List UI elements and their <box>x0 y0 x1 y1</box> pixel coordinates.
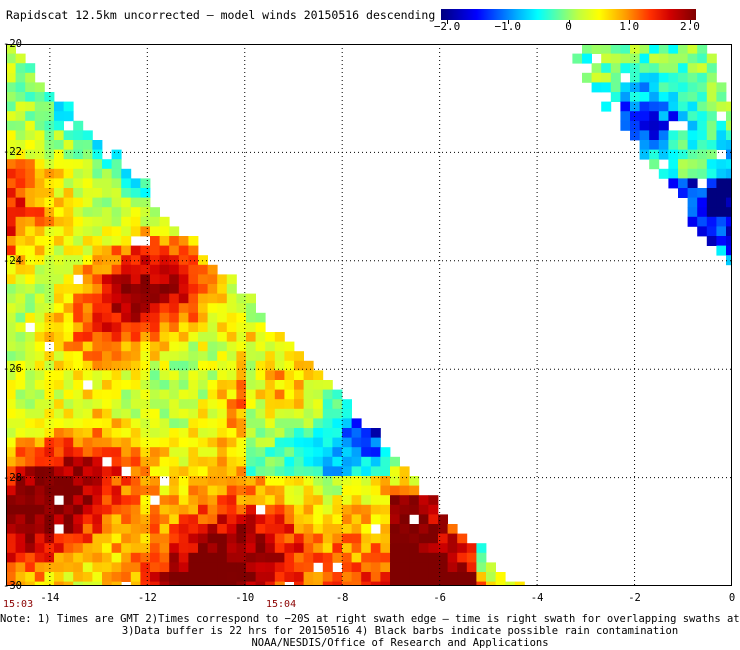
colorbar-tick-label: 0 <box>565 20 572 33</box>
x-tick-label: -8 <box>335 592 349 604</box>
map-title: Rapidscat 12.5km uncorrected — model win… <box>6 8 436 22</box>
y-tick-label: -30 <box>3 580 22 592</box>
y-tick-label: -22 <box>3 146 22 159</box>
difference-map <box>6 44 732 586</box>
colorbar-tick-label: 2.0 <box>679 20 700 33</box>
timestamp-right: 15:04 <box>266 599 297 610</box>
colorbar-tick-mark <box>507 20 509 24</box>
x-tick-label: -10 <box>235 592 255 604</box>
colorbar-tick-label: −1.0 <box>494 20 522 33</box>
y-tick-label: -28 <box>3 471 22 484</box>
plot-frame <box>6 44 732 586</box>
colorbar-tick-mark <box>568 20 570 24</box>
y-tick-label: -26 <box>3 363 22 376</box>
note-line-2: 3)Data buffer is 22 hrs for 20150516 4) … <box>121 625 679 637</box>
x-tick-label: -4 <box>530 592 544 604</box>
map-plot <box>6 44 732 586</box>
x-tick-label: -2 <box>628 592 641 604</box>
colorbar <box>441 9 696 20</box>
timestamp-left: 15:03 <box>3 599 34 610</box>
graticule <box>6 44 732 586</box>
note-line-1: Note: 1) Times are GMT 2)Times correspon… <box>0 613 740 625</box>
colorbar-tick-mark <box>629 20 631 24</box>
swath-cells <box>6 44 732 586</box>
colorbar-tick-label: −2.0 <box>433 20 461 33</box>
x-tick-label: -14 <box>40 592 60 604</box>
colorbar-tick-mark <box>689 20 691 24</box>
note-line-3: NOAA/NESDIS/Office of Research and Appli… <box>251 637 549 649</box>
x-tick-label: -12 <box>137 592 157 604</box>
colorbar-tick-mark <box>447 20 449 24</box>
x-tick-label: -6 <box>433 592 446 604</box>
x-tick-label: 0 <box>728 592 736 604</box>
y-tick-label: -24 <box>3 254 22 267</box>
y-tick-label: -20 <box>3 38 22 50</box>
colorbar-tick-label: 1.0 <box>619 20 640 33</box>
